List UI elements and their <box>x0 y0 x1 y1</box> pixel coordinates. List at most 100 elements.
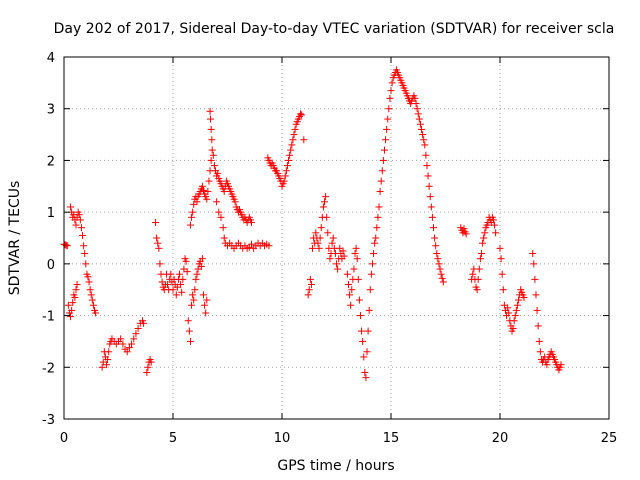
x-tick-label: 0 <box>60 431 68 446</box>
data-point <box>535 337 543 345</box>
data-point <box>128 340 136 348</box>
data-point <box>511 312 519 320</box>
data-point <box>84 273 92 281</box>
y-tick-label: 2 <box>47 154 55 169</box>
data-point <box>469 270 477 278</box>
data-point <box>85 278 93 286</box>
data-point <box>203 195 211 203</box>
data-point <box>427 203 435 211</box>
data-point <box>333 260 340 268</box>
data-point <box>304 291 312 299</box>
data-point <box>203 296 211 304</box>
data-point <box>339 247 347 255</box>
data-point <box>73 281 81 289</box>
data-point <box>385 105 393 113</box>
data-point <box>346 291 354 299</box>
data-point <box>374 213 382 221</box>
data-point <box>182 257 190 265</box>
data-point <box>82 260 90 268</box>
data-point <box>388 79 396 87</box>
data-point <box>217 213 225 221</box>
data-point <box>147 358 155 366</box>
data-point <box>189 291 197 299</box>
y-axis-tick-labels: -3 -2 -1 0 1 2 3 4 <box>42 51 55 428</box>
data-point <box>314 239 322 247</box>
plot-frame <box>63 56 610 420</box>
data-point <box>384 115 392 123</box>
data-point <box>533 306 541 314</box>
data-point <box>119 340 127 348</box>
data-point <box>355 296 363 304</box>
data-point <box>207 125 215 133</box>
data-point <box>376 187 384 195</box>
data-point <box>134 325 142 332</box>
data-point <box>340 252 348 260</box>
data-point <box>283 162 291 170</box>
data-point <box>322 193 330 201</box>
data-point <box>344 281 352 289</box>
data-point <box>192 275 200 283</box>
data-point <box>309 244 317 252</box>
data-point <box>356 312 364 320</box>
data-point <box>475 265 483 273</box>
data-point <box>81 250 89 258</box>
data-point <box>415 115 423 123</box>
data-point <box>184 317 192 325</box>
data-point <box>305 286 313 294</box>
data-point <box>210 162 218 170</box>
data-point <box>438 274 446 282</box>
data-point <box>352 244 360 252</box>
data-point <box>191 286 199 294</box>
data-point <box>412 100 420 108</box>
data-point <box>197 262 205 270</box>
data-point <box>307 281 315 289</box>
data-point <box>287 146 295 154</box>
data-point <box>366 286 374 294</box>
data-point <box>476 255 484 263</box>
data-point <box>359 337 367 345</box>
data-point <box>164 281 172 289</box>
data-point <box>431 234 439 242</box>
data-point <box>132 330 140 338</box>
data-point <box>351 250 359 258</box>
data-point <box>186 221 194 229</box>
data-point <box>491 221 499 229</box>
data-point <box>156 260 164 268</box>
data-point <box>365 306 373 314</box>
data-point <box>103 361 111 369</box>
data-point <box>208 136 216 144</box>
x-tick-label: 15 <box>383 431 400 446</box>
data-point <box>489 216 497 224</box>
data-point <box>189 208 197 216</box>
x-tick-label: 5 <box>169 431 177 446</box>
data-series <box>60 66 565 382</box>
data-point <box>312 229 320 237</box>
data-point <box>319 203 327 211</box>
data-point <box>534 322 542 330</box>
data-point <box>87 291 95 299</box>
data-point <box>125 344 133 352</box>
y-tick-label: 3 <box>47 103 55 118</box>
data-point <box>144 363 152 371</box>
data-point <box>297 110 305 118</box>
data-point <box>421 141 429 149</box>
data-point <box>321 198 329 206</box>
data-point <box>219 224 227 232</box>
data-point <box>209 151 217 159</box>
data-point <box>380 146 388 154</box>
y-tick-label: -1 <box>42 310 55 325</box>
data-point <box>67 313 75 321</box>
data-point <box>201 301 209 309</box>
data-point <box>423 162 431 170</box>
data-point <box>220 234 228 242</box>
data-point <box>531 275 539 283</box>
y-tick-label: -2 <box>42 361 55 376</box>
data-point <box>152 218 160 226</box>
data-point <box>72 221 80 229</box>
data-point <box>105 348 113 356</box>
data-point <box>200 291 208 299</box>
data-point <box>492 229 500 237</box>
data-point <box>378 167 386 175</box>
data-point <box>326 255 334 263</box>
data-point <box>529 250 537 258</box>
